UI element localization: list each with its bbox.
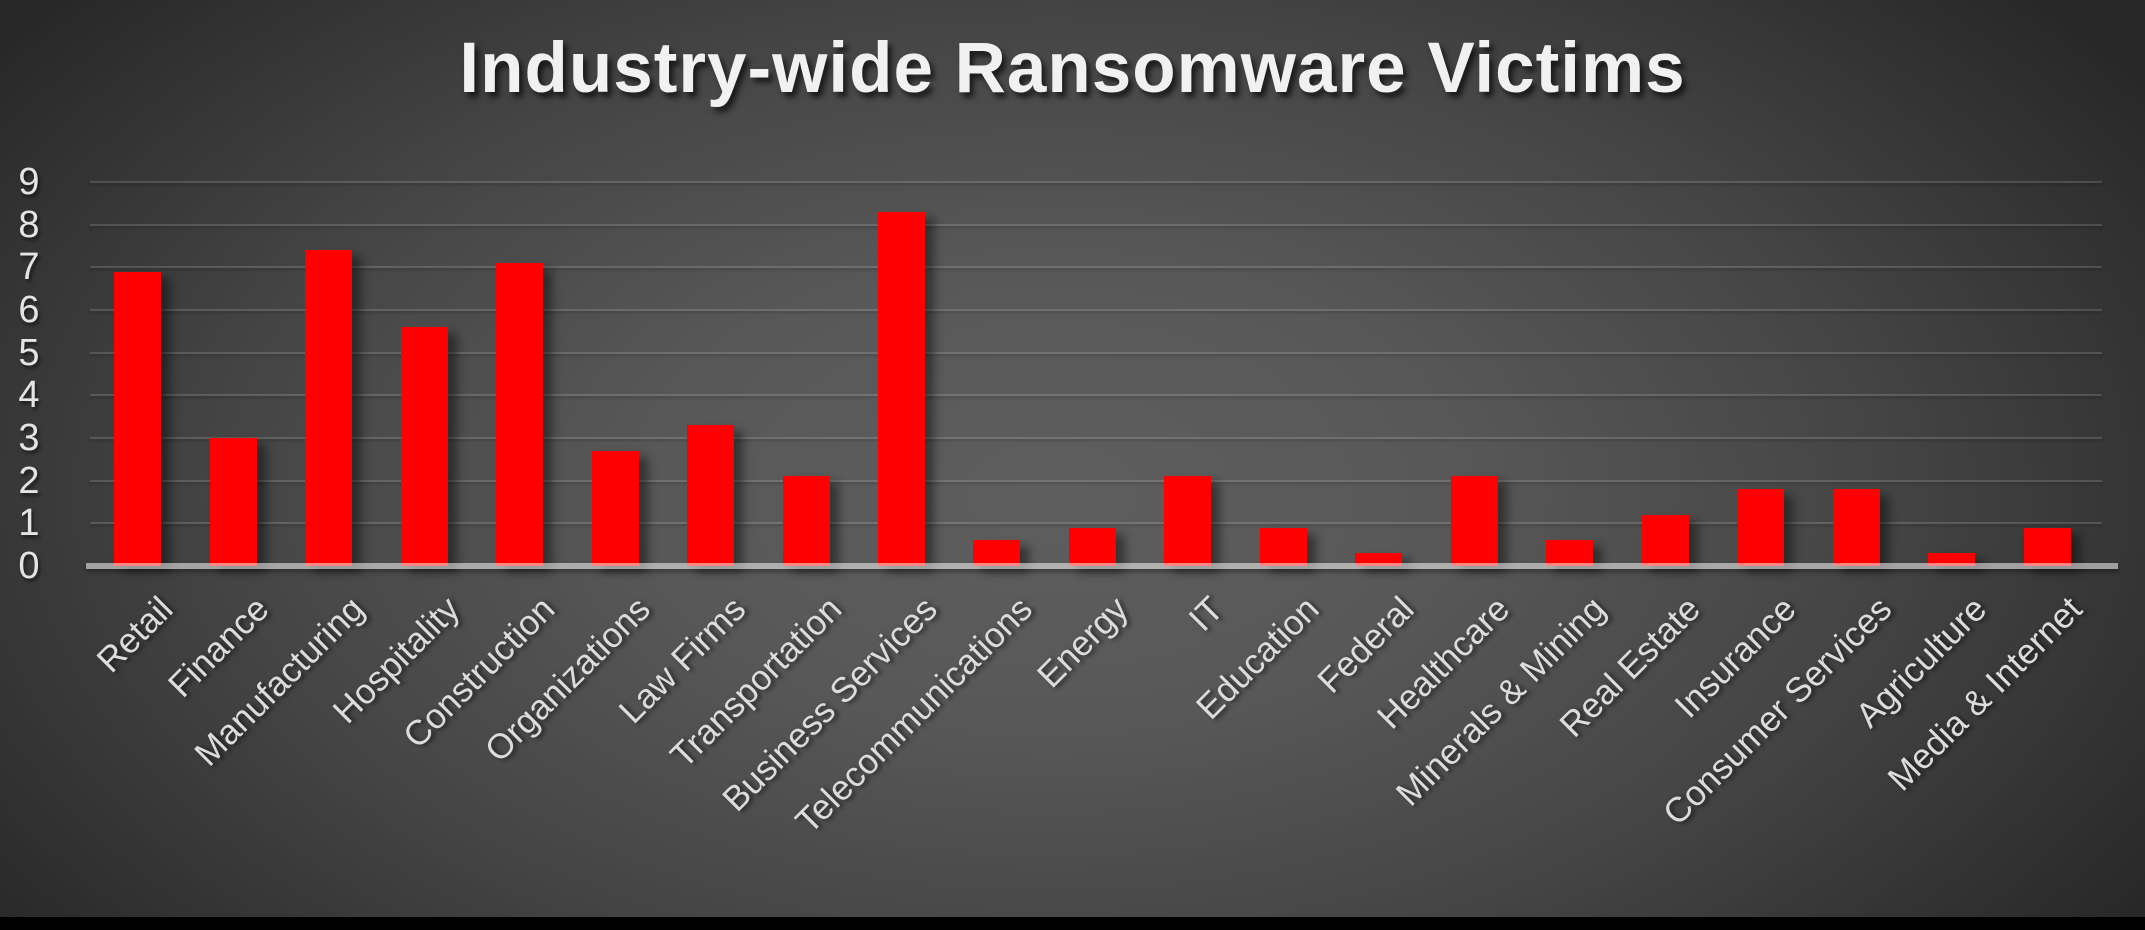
bar-slot — [1522, 182, 1617, 566]
x-tick-slot: Real Estate — [1553, 566, 1713, 917]
x-tick-slot: Energy — [1029, 566, 1140, 917]
bar-slot — [1331, 182, 1426, 566]
gridline — [90, 522, 2102, 525]
bar — [114, 271, 162, 566]
bar-slot — [1904, 182, 1999, 566]
x-tick-slot: Organizations — [478, 566, 662, 917]
gridline — [90, 266, 2102, 269]
bar-slot — [758, 182, 853, 566]
bar — [305, 250, 353, 566]
bar — [877, 211, 925, 566]
bar-slot — [376, 182, 471, 566]
x-tick-slot: Manufacturing — [187, 566, 376, 917]
gridline — [90, 309, 2102, 312]
plot-area — [90, 181, 2102, 566]
bar — [1068, 527, 1116, 566]
bar-slot — [949, 182, 1044, 566]
bar-slot — [1713, 182, 1808, 566]
x-tick-slot: Media & Internet — [1881, 566, 2094, 917]
bar-slot — [472, 182, 567, 566]
bar-slot — [854, 182, 949, 566]
bar — [1641, 514, 1689, 566]
x-tick-label: IT — [1181, 589, 1231, 639]
gridline — [90, 351, 2102, 354]
chart-title: Industry-wide Ransomware Victims — [459, 29, 1686, 108]
bar-slot — [1427, 182, 1522, 566]
x-axis-tick-labels: Retail Finance Manufacturing Hospitality Con… — [90, 566, 2095, 917]
bar — [400, 327, 448, 566]
bar-slot — [1808, 182, 1903, 566]
bottom-letterbox-strip — [0, 917, 2145, 930]
y-tick-label: 6 — [18, 289, 40, 331]
bar — [687, 425, 735, 566]
y-tick-label: 9 — [18, 161, 40, 203]
x-tick-slot: Minerals & Mining — [1388, 566, 1617, 917]
bar — [1259, 527, 1307, 566]
bar — [591, 450, 639, 566]
gridline — [90, 479, 2102, 482]
bar — [782, 476, 830, 566]
bar — [973, 540, 1021, 566]
bar — [1928, 553, 1976, 566]
bar-series — [90, 182, 2095, 566]
y-tick-label: 0 — [18, 545, 40, 587]
bar — [1546, 540, 1594, 566]
x-tick-slot: Retail — [90, 566, 185, 917]
y-tick-label: 8 — [18, 203, 40, 246]
bar-slot — [90, 182, 185, 566]
x-axis-line — [86, 563, 2118, 569]
x-tick-slot: Education — [1189, 566, 1331, 917]
gridline — [90, 394, 2102, 397]
x-tick-slot: IT — [1140, 566, 1235, 917]
bar-slot — [1618, 182, 1713, 566]
bar — [1832, 489, 1880, 566]
x-tick-label: Energy — [1029, 589, 1136, 696]
bar-slot — [1999, 182, 2094, 566]
bar-slot — [1236, 182, 1331, 566]
y-tick-label: 5 — [18, 331, 40, 374]
x-tick-slot: Consumer Services — [1656, 566, 1903, 917]
bar — [1737, 489, 1785, 566]
gridline — [90, 223, 2102, 226]
y-tick-label: 7 — [18, 246, 40, 289]
x-tick-slot: Telecommunications — [788, 566, 1044, 917]
bar — [209, 438, 257, 566]
bar — [1164, 476, 1212, 566]
bar-slot — [1045, 182, 1140, 566]
bar-slot — [281, 182, 376, 566]
bar-slot — [185, 182, 280, 566]
gridline — [90, 181, 2102, 183]
y-tick-label: 3 — [18, 417, 40, 459]
bar — [496, 263, 544, 566]
bar — [2023, 527, 2071, 566]
gridline — [90, 437, 2102, 440]
bar-slot — [663, 182, 758, 566]
x-tick-slot: Federal — [1310, 566, 1426, 917]
bar-slot — [567, 182, 662, 566]
y-tick-label: 1 — [18, 502, 40, 545]
bar — [1450, 476, 1498, 566]
bar — [1355, 553, 1403, 566]
x-tick-label: Retail — [89, 589, 181, 681]
y-tick-label: 4 — [18, 374, 40, 417]
y-tick-label: 2 — [18, 459, 40, 502]
bar-slot — [1140, 182, 1235, 566]
